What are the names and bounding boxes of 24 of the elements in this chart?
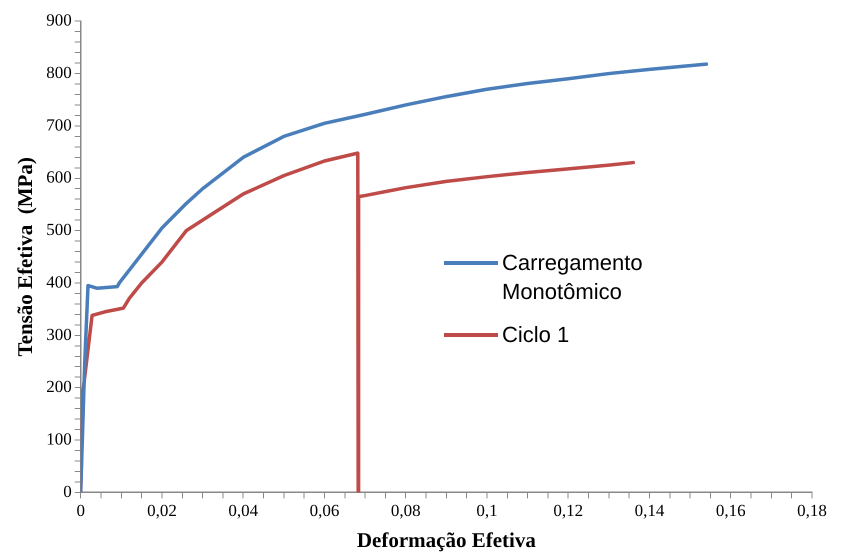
y-tick-label: 0 — [63, 482, 72, 501]
x-tick-label: 0,18 — [797, 501, 827, 520]
x-tick-label: 0,04 — [228, 501, 259, 520]
y-tick-label: 900 — [46, 10, 72, 30]
x-tick-label: 0,02 — [147, 501, 177, 520]
y-tick-label: 400 — [46, 272, 72, 292]
y-tick-label: 300 — [46, 324, 72, 344]
y-tick-label: 100 — [46, 430, 72, 449]
x-tick-label: 0,08 — [390, 501, 421, 520]
x-tick-label: 0,06 — [310, 501, 340, 520]
y-axis-title: Tensão Efetiva (MPa) — [13, 157, 38, 356]
x-tick-label: 0,16 — [716, 501, 746, 520]
legend-label: Carregamento Monotômico — [502, 249, 644, 306]
legend-label: Ciclo 1 — [502, 321, 570, 349]
x-axis-title: Deformação Efetiva — [356, 528, 536, 552]
y-tick-label: 200 — [46, 377, 72, 396]
x-tick-label: 0 — [76, 501, 85, 520]
x-tick-label: 0,1 — [476, 501, 498, 520]
y-tick-label: 700 — [46, 115, 72, 134]
y-tick-label: 600 — [46, 168, 72, 187]
y-tick-label: 800 — [46, 63, 72, 82]
y-tick-label: 500 — [46, 220, 72, 240]
x-tick-label: 0,12 — [553, 501, 584, 520]
x-tick-label: 0,14 — [634, 501, 665, 520]
